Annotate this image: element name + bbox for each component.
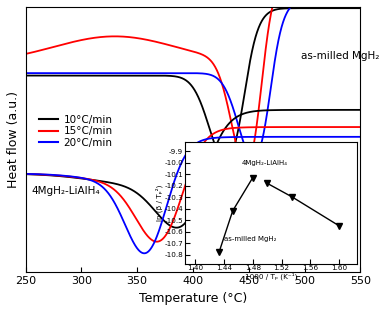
- Y-axis label: Heat flow (a.u.): Heat flow (a.u.): [7, 91, 20, 188]
- X-axis label: Temperature (°C): Temperature (°C): [139, 292, 247, 305]
- Text: as-milled MgH₂: as-milled MgH₂: [301, 51, 379, 61]
- Legend: 10°C/min, 15°C/min, 20°C/min: 10°C/min, 15°C/min, 20°C/min: [37, 113, 114, 150]
- Text: 4MgH₂-LiAlH₄: 4MgH₂-LiAlH₄: [31, 186, 100, 196]
